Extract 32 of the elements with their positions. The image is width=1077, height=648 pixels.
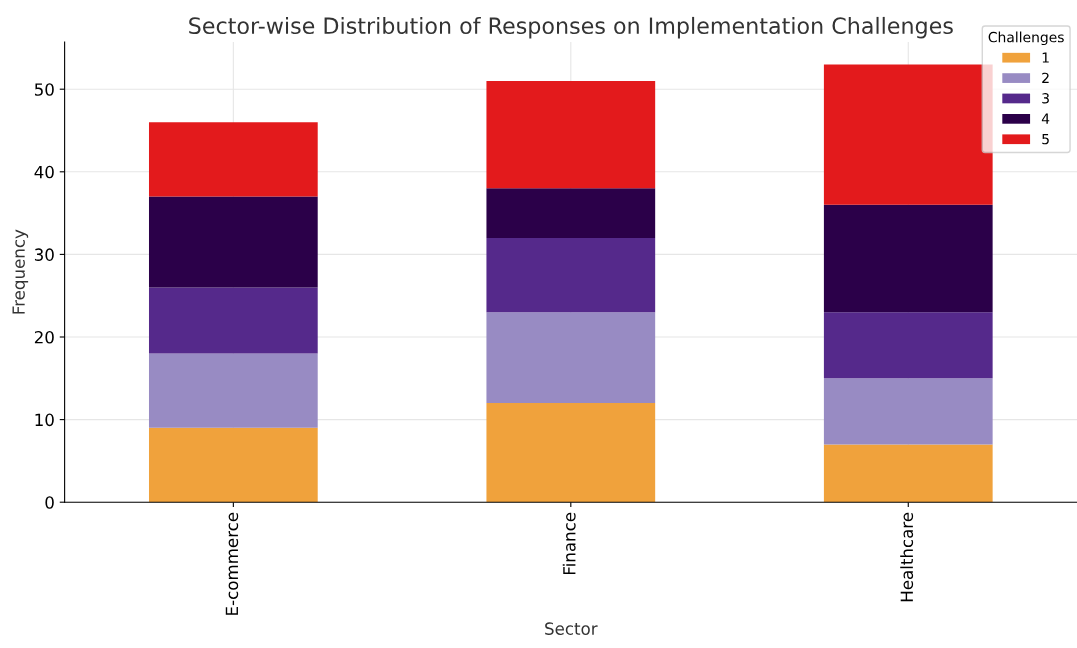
x-axis-title: Sector bbox=[545, 622, 598, 635]
y-axis-title: Frequency bbox=[12, 229, 29, 314]
bar bbox=[148, 287, 318, 354]
bar bbox=[823, 312, 993, 379]
bar bbox=[486, 188, 656, 238]
y-tick-label: 30 bbox=[34, 248, 54, 261]
y-tick-label: 10 bbox=[35, 413, 54, 427]
chart-title: Sector-wise Distribution of Responses on Implementation Challenges bbox=[189, 16, 953, 39]
y-tick-label: 40 bbox=[34, 165, 54, 179]
bar bbox=[823, 204, 993, 313]
bar bbox=[486, 312, 656, 404]
legend-label: 4 bbox=[1041, 113, 1050, 124]
legend-label: 3 bbox=[1042, 93, 1049, 104]
x-tick-label: Finance bbox=[562, 512, 576, 575]
legend-label: 2 bbox=[1042, 72, 1049, 83]
bar bbox=[486, 80, 656, 189]
bar bbox=[148, 196, 318, 288]
bar bbox=[148, 122, 318, 197]
y-tick-label: 50 bbox=[34, 83, 54, 96]
bar bbox=[486, 403, 656, 503]
x-tick-label: Healthcare bbox=[900, 512, 914, 602]
bar bbox=[823, 378, 993, 445]
legend-label: 1 bbox=[1042, 52, 1049, 63]
bar bbox=[486, 237, 656, 313]
bar bbox=[823, 444, 993, 503]
legend-label: 5 bbox=[1042, 133, 1049, 145]
y-tick-label: 20 bbox=[34, 330, 54, 344]
bar bbox=[148, 427, 318, 503]
legend-title: Challenges bbox=[988, 31, 1064, 46]
x-tick-label: E-commerce bbox=[225, 512, 239, 615]
y-tick-label: 0 bbox=[45, 496, 54, 509]
bar bbox=[148, 353, 318, 428]
